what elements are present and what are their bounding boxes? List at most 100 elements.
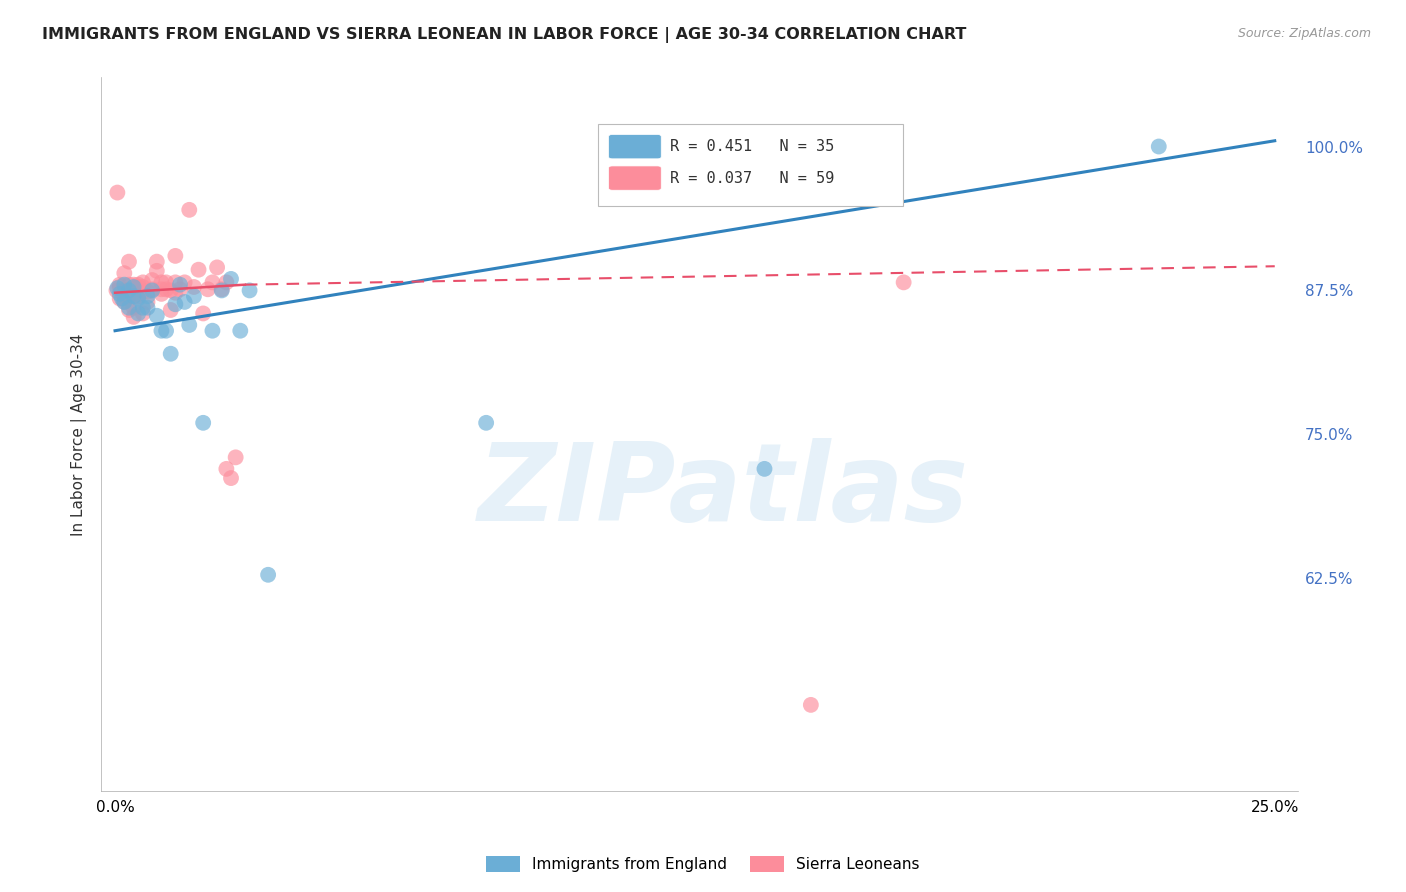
Point [127, 277, 149, 292]
Point [165, 276, 187, 290]
Point [127, 292, 149, 306]
Point [239, 284, 262, 298]
Point [112, 277, 135, 292]
Point [141, 282, 163, 296]
Point [150, 286, 173, 301]
Point [118, 303, 141, 318]
Point [112, 266, 135, 280]
Point [112, 289, 135, 303]
Point [118, 301, 141, 315]
Text: R = 0.037   N = 59: R = 0.037 N = 59 [669, 170, 834, 186]
Point [122, 301, 145, 315]
Point [122, 277, 145, 292]
FancyBboxPatch shape [609, 166, 661, 190]
Point [111, 292, 134, 306]
Point [105, 281, 128, 295]
Point [155, 282, 177, 296]
Point [183, 289, 205, 303]
Point [108, 280, 131, 294]
Point [257, 567, 280, 582]
Point [193, 306, 215, 320]
Point [132, 301, 155, 315]
Text: IMMIGRANTS FROM ENGLAND VS SIERRA LEONEAN IN LABOR FORCE | AGE 30-34 CORRELATION: IMMIGRANTS FROM ENGLAND VS SIERRA LEONEA… [42, 27, 966, 43]
Point [165, 285, 187, 300]
Point [215, 276, 238, 290]
Point [179, 202, 201, 217]
Point [159, 303, 181, 318]
Point [193, 416, 215, 430]
Point [754, 462, 776, 476]
Point [893, 276, 915, 290]
Point [173, 294, 195, 309]
Point [179, 318, 201, 332]
Point [118, 289, 141, 303]
Point [132, 306, 155, 320]
Point [132, 280, 155, 294]
Point [165, 297, 187, 311]
Point [141, 284, 163, 298]
Point [800, 698, 823, 712]
Point [132, 285, 155, 299]
Point [127, 280, 149, 294]
Point [105, 284, 128, 298]
Point [118, 254, 141, 268]
Point [211, 282, 233, 296]
Point [146, 264, 169, 278]
Point [211, 284, 233, 298]
Point [169, 282, 191, 296]
Point [122, 289, 145, 303]
Point [159, 347, 181, 361]
Point [108, 292, 131, 306]
Point [136, 289, 159, 303]
Point [112, 284, 135, 298]
Point [118, 284, 141, 298]
Point [108, 277, 131, 292]
Point [132, 276, 155, 290]
Point [219, 272, 242, 286]
Point [136, 285, 159, 299]
Point [122, 280, 145, 294]
Point [225, 450, 247, 465]
Point [776, 177, 799, 191]
Point [201, 324, 224, 338]
Point [150, 276, 173, 290]
Point [169, 277, 191, 292]
Point [122, 282, 145, 296]
Text: R = 0.451   N = 35: R = 0.451 N = 35 [669, 139, 834, 154]
Point [155, 324, 177, 338]
Point [122, 310, 145, 324]
Point [112, 294, 135, 309]
Point [118, 284, 141, 298]
Point [105, 186, 128, 200]
Point [201, 276, 224, 290]
Point [197, 282, 219, 296]
Point [127, 306, 149, 320]
Text: ZIPatlas: ZIPatlas [478, 439, 969, 544]
Point [183, 280, 205, 294]
Point [118, 277, 141, 292]
Point [112, 294, 135, 309]
Point [141, 273, 163, 287]
FancyBboxPatch shape [609, 135, 661, 159]
Point [219, 471, 242, 485]
Point [159, 284, 181, 298]
Point [150, 282, 173, 296]
Point [173, 276, 195, 290]
Point [150, 324, 173, 338]
Point [165, 249, 187, 263]
Point [127, 289, 149, 303]
Point [146, 309, 169, 323]
Point [155, 276, 177, 290]
Point [205, 260, 228, 275]
FancyBboxPatch shape [598, 124, 903, 206]
Legend: Immigrants from England, Sierra Leoneans: Immigrants from England, Sierra Leoneans [479, 848, 927, 880]
Point [122, 289, 145, 303]
Point [108, 286, 131, 301]
Point [146, 254, 169, 268]
Point [475, 416, 498, 430]
Y-axis label: In Labor Force | Age 30-34: In Labor Force | Age 30-34 [72, 333, 87, 535]
Text: Source: ZipAtlas.com: Source: ZipAtlas.com [1237, 27, 1371, 40]
Point [136, 294, 159, 309]
Point [229, 324, 252, 338]
Point [187, 262, 209, 277]
